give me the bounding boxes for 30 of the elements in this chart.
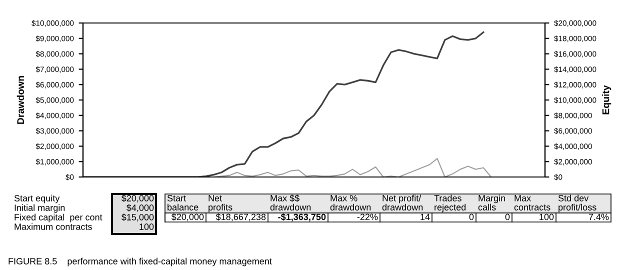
text: Net profit/ drawdown	[382, 194, 423, 210]
text: Fixed capital per cont	[14, 214, 102, 222]
text: 14	[420, 214, 430, 220]
caption: FIGURE 8.5 performance with fixed-capital money management	[8, 258, 272, 266]
text: Start equity	[14, 194, 60, 204]
text: 100	[540, 214, 554, 220]
text: Std dev profit/loss	[558, 194, 596, 212]
text: Trades rejected	[434, 194, 466, 212]
text: $15,000	[121, 214, 154, 222]
text: -$1,363,750	[278, 213, 326, 222]
text: Max $$ drawdown	[270, 194, 311, 210]
text: 100	[140, 224, 154, 230]
text: $4,000	[126, 204, 154, 212]
text: $20,000	[121, 194, 154, 202]
y-axis-title: Drawdown	[16, 76, 24, 124]
text: Initial margin	[14, 204, 65, 213]
line-series	[83, 31, 484, 177]
text: Maximum contracts	[14, 223, 92, 230]
text: Margin calls	[478, 194, 506, 210]
text: -22%	[357, 214, 378, 220]
text: 0	[469, 214, 474, 220]
text: $20,000	[171, 213, 204, 222]
text: Max contracts	[514, 195, 550, 210]
text: $18,667,238	[216, 213, 266, 222]
y2-axis-title: Equity	[602, 85, 612, 114]
text: 0	[505, 214, 510, 220]
text: Max % drawdown	[330, 195, 371, 210]
text: 7.4%	[588, 214, 609, 220]
text: Net profits	[208, 195, 232, 212]
text: Start balance	[167, 194, 198, 210]
